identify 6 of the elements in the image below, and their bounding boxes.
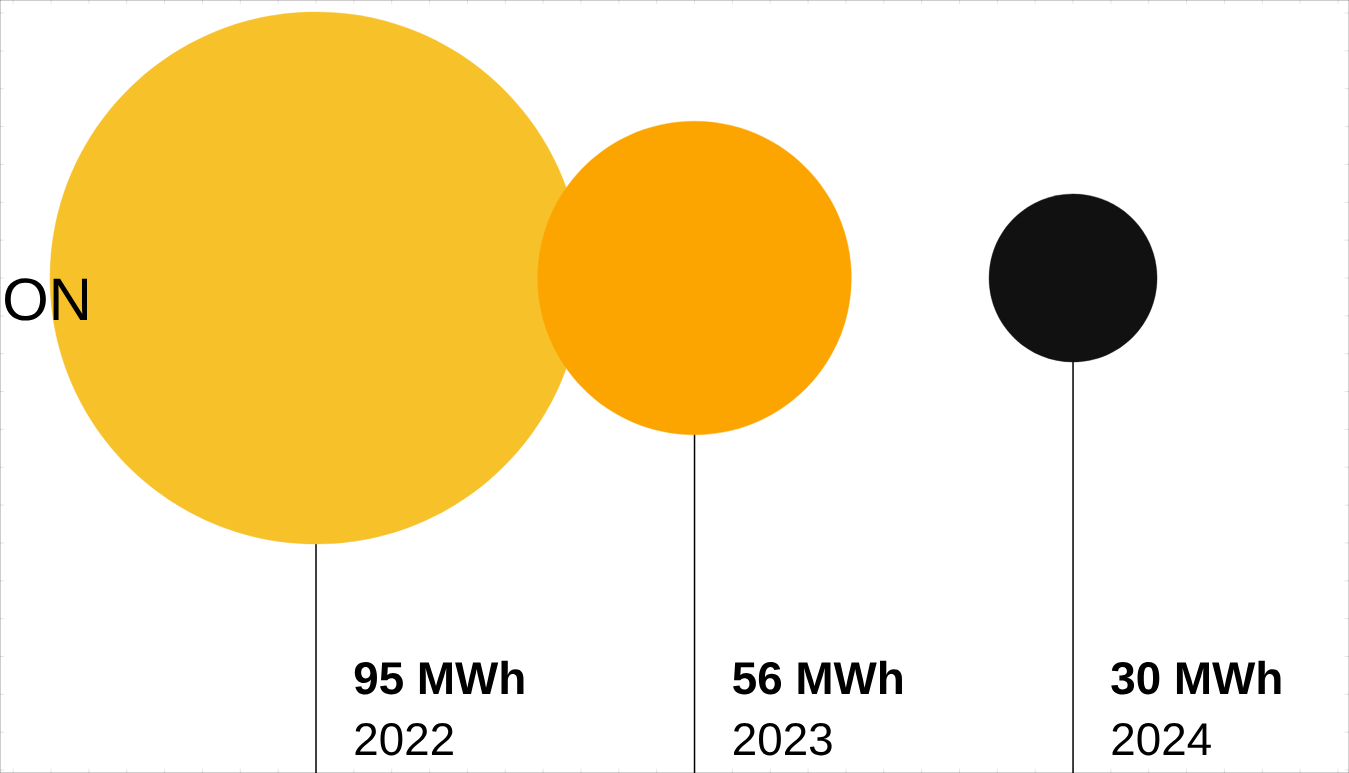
- category-label: 2022: [355, 723, 453, 756]
- category-label: 2024: [1112, 723, 1211, 756]
- data-label: 56 MWh: [733, 660, 902, 695]
- data-label: 95 MWh: [354, 660, 524, 695]
- data-label: 30 MWh: [1111, 660, 1281, 695]
- category-label: 2023: [734, 723, 832, 756]
